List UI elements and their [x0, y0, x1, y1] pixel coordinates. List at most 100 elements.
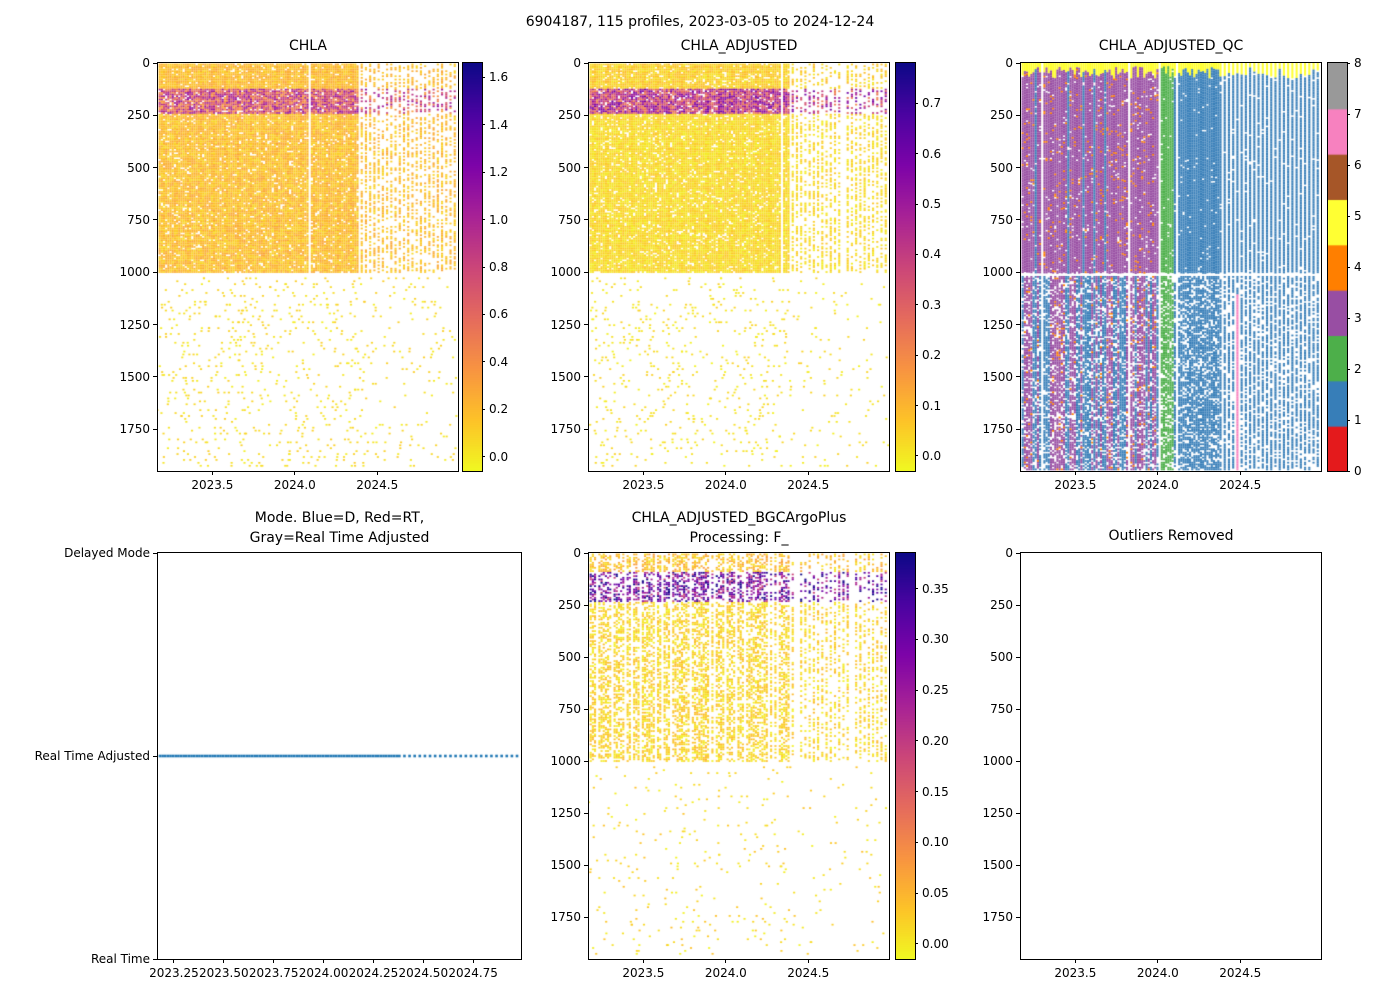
x-tick-label: 2023.5 [191, 478, 234, 492]
x-tick-mark [1239, 959, 1241, 963]
colorbar-tick-mark [915, 153, 918, 155]
colorbar-tick-mark [915, 638, 918, 640]
y-tick-label: 1500 [550, 369, 581, 384]
colorbar-tick-mark [915, 405, 918, 407]
mode-plot-title: Mode. Blue=D, Red=RT, Gray=Real Time Adj… [250, 508, 430, 548]
y-tick-mark [1016, 604, 1020, 606]
chla-canvas [158, 63, 458, 471]
bgc-processing-plot-title: CHLA_ADJUSTED_BGCArgoPlus Processing: F_ [632, 508, 847, 548]
colorbar-tick-mark [915, 102, 918, 104]
x-tick-mark [642, 471, 644, 475]
colorbar-tick-label: 1 [1354, 413, 1362, 427]
colorbar-tick-mark [915, 841, 918, 843]
y-tick-mark [153, 428, 157, 430]
x-tick-label: 2023.5 [622, 478, 665, 492]
bgc-processing-colorbar-canvas [896, 553, 915, 959]
colorbar-tick-label: 0.4 [489, 354, 509, 369]
x-tick-mark [807, 471, 809, 475]
y-tick-mark [584, 604, 588, 606]
x-tick-mark [642, 959, 644, 963]
colorbar-tick-mark [915, 455, 918, 457]
colorbar-tick-label: 0.5 [922, 197, 942, 212]
y-category-label: Delayed Mode [64, 546, 150, 560]
chla-adjusted-qc-canvas [1021, 63, 1321, 471]
chla-plot-title: CHLA [288, 38, 328, 54]
colorbar-tick-mark [482, 76, 485, 78]
y-tick-label: 1250 [119, 317, 150, 332]
colorbar-tick-mark [1347, 317, 1350, 319]
y-tick-label: 1500 [550, 858, 581, 873]
outliers-removed-plot-title: Outliers Removed [1108, 528, 1234, 544]
bgc-processing-canvas [589, 553, 889, 959]
colorbar-tick-label: 0.3 [922, 297, 942, 312]
y-tick-label: 250 [558, 108, 581, 123]
colorbar-tick-mark [482, 313, 485, 315]
y-tick-mark [584, 916, 588, 918]
colorbar-tick-label: 0.0 [489, 449, 509, 464]
y-tick-label: 750 [990, 212, 1013, 227]
y-tick-mark [584, 219, 588, 221]
y-tick-label: 1500 [119, 369, 150, 384]
y-tick-label: 1000 [550, 754, 581, 769]
x-tick-mark [223, 959, 225, 963]
y-tick-mark [1016, 376, 1020, 378]
chla-adjusted-qc-colorbar: 0 1 2 3 4 5 6 7 8 [1327, 56, 1362, 478]
outliers-removed-plot: Outliers Removed 2023.5 2024.0 2024.5 0 250 5… [982, 528, 1322, 980]
x-tick-mark [472, 959, 474, 963]
colorbar-tick-mark [1347, 470, 1350, 472]
y-category-label: Real Time Adjusted [34, 749, 150, 763]
y-tick-mark [153, 755, 157, 757]
colorbar-tick-mark [1347, 419, 1350, 421]
y-tick-label: 500 [990, 160, 1013, 175]
y-tick-label: 750 [558, 212, 581, 227]
x-tick-label: 2024.0 [704, 478, 747, 492]
chla-adjusted-qc-plot: CHLA_ADJUSTED_QC 2023.5 2024.0 2024.5 0 250 5… [982, 38, 1322, 492]
y-tick-mark [584, 271, 588, 273]
x-tick-mark [211, 471, 213, 475]
x-tick-label: 2023.50 [199, 966, 249, 980]
chla-adjusted-canvas [589, 63, 889, 471]
y-tick-label: 250 [127, 108, 150, 123]
colorbar-tick-label: 3 [1354, 311, 1362, 325]
colorbar-tick-label: 8 [1354, 56, 1362, 70]
colorbar-tick-mark [1347, 113, 1350, 115]
y-tick-label: 0 [573, 546, 581, 560]
colorbar-tick-label: 1.2 [489, 165, 509, 180]
x-tick-label: 2024.50 [398, 966, 449, 980]
colorbar-tick-mark [915, 943, 918, 945]
colorbar-tick-label: 5 [1354, 209, 1362, 223]
y-tick-mark [1016, 428, 1020, 430]
colorbar-tick-label: 0.2 [922, 348, 942, 363]
colorbar-tick-label: 0.25 [922, 683, 949, 698]
chla-colorbar-canvas [463, 63, 482, 471]
colorbar-tick-label: 0.30 [922, 632, 949, 647]
colorbar-tick-label: 0.1 [922, 398, 942, 413]
colorbar-tick-label: 2 [1354, 362, 1362, 376]
colorbar-tick-label: 1.6 [489, 70, 509, 85]
y-tick-mark [1016, 324, 1020, 326]
y-tick-mark [1016, 114, 1020, 116]
mode-plot: Mode. Blue=D, Red=RT, Gray=Real Time Adj… [35, 510, 522, 980]
colorbar-tick-label: 0.6 [489, 307, 509, 322]
x-tick-label: 2024.0 [704, 966, 747, 980]
chla-plot: CHLA 2023.5 2024.0 2024.5 0 250 500 750 1000 125… [119, 38, 459, 492]
colorbar-tick-mark [915, 354, 918, 356]
colorbar-tick-mark [1347, 164, 1350, 166]
y-tick-label: 250 [990, 598, 1013, 613]
colorbar-tick-mark [482, 361, 485, 363]
y-tick-mark [153, 114, 157, 116]
y-tick-mark [1016, 760, 1020, 762]
x-tick-label: 2024.25 [348, 966, 399, 980]
y-tick-label: 1000 [982, 265, 1013, 280]
chla-adjusted-colorbar-canvas [896, 63, 915, 471]
colorbar-tick-label: 0.05 [922, 886, 949, 901]
x-tick-label: 2024.5 [787, 478, 830, 492]
y-tick-label: 750 [127, 212, 150, 227]
colorbar-tick-mark [915, 253, 918, 255]
y-tick-mark [584, 114, 588, 116]
y-tick-label: 0 [1005, 546, 1013, 560]
colorbar-tick-mark [915, 304, 918, 306]
chla-colorbar: 0.0 0.2 0.4 0.6 0.8 1.0 1.2 1.4 1.6 [462, 62, 508, 472]
figure-title: 6904187, 115 profiles, 2023-03-05 to 202… [525, 14, 875, 30]
